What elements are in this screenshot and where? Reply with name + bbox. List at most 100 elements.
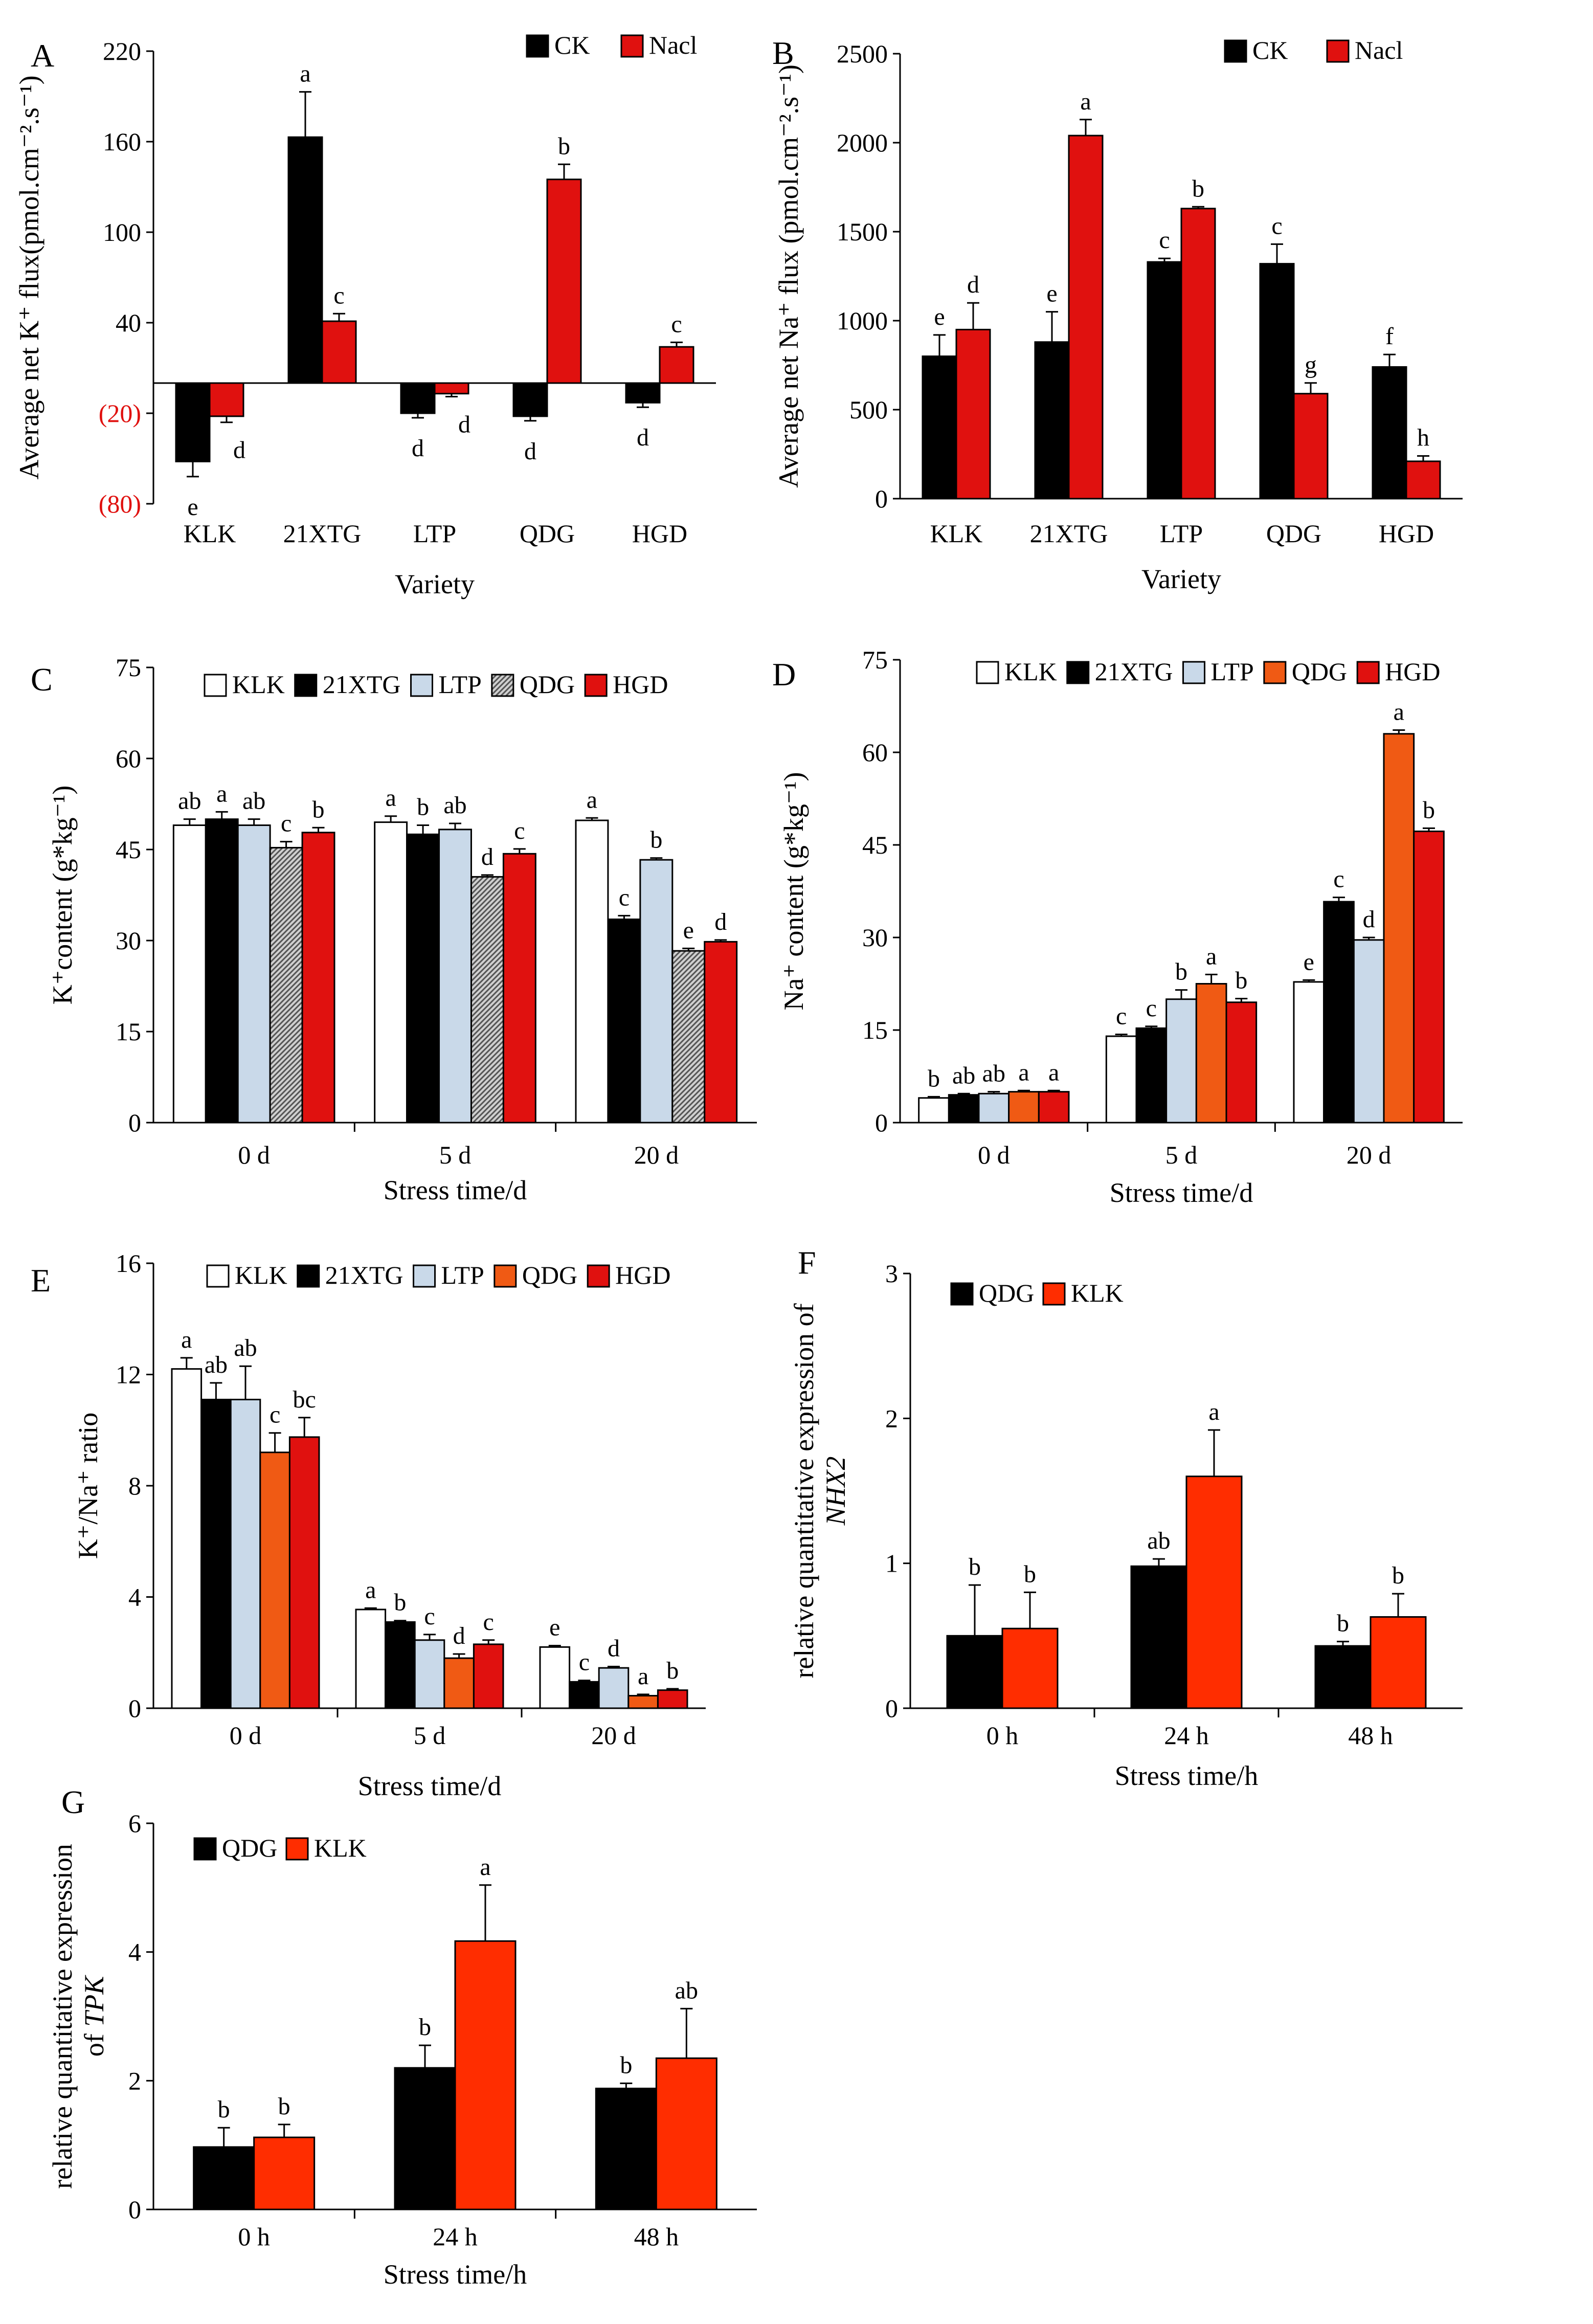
panel-label-g: G <box>61 1784 85 1820</box>
x-tick-label-d: 0 d <box>978 1141 1010 1169</box>
bar-f-qdg-1 <box>1130 1565 1187 1709</box>
x-tick-label-e: 20 d <box>591 1721 636 1750</box>
significance-letter-a: d <box>233 437 245 464</box>
significance-letter-e: bc <box>293 1386 316 1413</box>
legend-swatch-d-klk <box>976 661 999 684</box>
significance-letter-e: b <box>394 1589 406 1616</box>
bar-b-ck-4 <box>1372 366 1407 500</box>
bar-d-hgd-0 <box>1038 1091 1070 1124</box>
legend-swatch-e-klk <box>206 1264 230 1288</box>
legend-swatch-a-nacl <box>620 34 644 58</box>
x-tick-label-d: 5 d <box>1165 1141 1198 1169</box>
x-tick-label-e: 5 d <box>414 1721 446 1750</box>
significance-letter-b: f <box>1385 323 1394 350</box>
bar-d-hgd-2 <box>1413 830 1445 1124</box>
significance-letter-e: d <box>453 1622 465 1649</box>
significance-letter-g: b <box>419 2014 431 2041</box>
y-tick-label-b: 500 <box>849 395 888 424</box>
x-tick-label-c: 0 d <box>238 1141 270 1169</box>
bar-e-qdg-2 <box>627 1695 659 1709</box>
y-tick-label-a: 100 <box>103 218 141 247</box>
y-axis-gene-name-f: NHX2 <box>820 1457 851 1526</box>
significance-letter-g: b <box>218 2096 230 2123</box>
panel-label-d: D <box>772 656 796 692</box>
legend-swatch-c-21xtg <box>294 674 318 697</box>
bar-a-ck-0 <box>175 382 211 462</box>
bar-c-hgd-1 <box>502 853 536 1124</box>
y-tick-label-d: 0 <box>875 1108 888 1137</box>
bar-e-qdg-0 <box>259 1451 290 1709</box>
y-tick-label-g: 6 <box>128 1809 141 1838</box>
panel-label-a: A <box>31 37 54 74</box>
y-axis-title-line2-f: NHX2 <box>820 1457 851 1526</box>
significance-letter-b: e <box>1046 280 1057 307</box>
significance-letter-a: e <box>187 494 198 521</box>
x-tick-label-f: 48 h <box>1348 1721 1393 1750</box>
legend-swatch-e-ltp <box>413 1264 436 1288</box>
y-axis-title-b: Average net Na⁺ flux (pmol.cm⁻².s⁻¹) <box>773 64 804 488</box>
significance-letter-e: c <box>579 1649 590 1676</box>
legend-label-c-klk: KLK <box>232 670 285 699</box>
significance-letter-a: d <box>458 411 470 438</box>
legend-swatch-c-hgd <box>584 674 608 697</box>
x-tick-label-a: 21XTG <box>283 519 362 548</box>
significance-letter-a: c <box>333 282 344 309</box>
significance-letter-c: a <box>587 786 597 813</box>
legend-label-b-nacl: Nacl <box>1355 36 1403 64</box>
y-tick-label-c: 0 <box>128 1108 141 1137</box>
significance-letter-c: ab <box>443 792 466 819</box>
bar-g-qdg-0 <box>193 2146 255 2210</box>
legend-label-g-klk: KLK <box>314 1834 367 1862</box>
y-tick-label-a: (80) <box>99 489 141 518</box>
significance-letter-e: ab <box>205 1351 228 1378</box>
bar-a-nacl-2 <box>434 382 469 395</box>
significance-letter-d: b <box>928 1065 940 1092</box>
y-tick-label-a: 40 <box>116 308 141 337</box>
y-axis-title-f: relative quantitative expression ofNHX2 <box>789 1303 851 1678</box>
legend-swatch-e-21xtg <box>297 1264 320 1288</box>
y-tick-label-a: (20) <box>99 399 141 428</box>
legend-label-d-21xtg: 21XTG <box>1095 657 1173 686</box>
bar-f-qdg-0 <box>946 1635 1003 1709</box>
legend-label-d-qdg: QDG <box>1292 657 1347 686</box>
significance-letter-d: a <box>1394 699 1404 726</box>
significance-letter-b: d <box>967 271 979 298</box>
panel-label-c: C <box>31 661 53 698</box>
legend-label-f-qdg: QDG <box>979 1279 1034 1307</box>
significance-letter-b: h <box>1417 424 1429 451</box>
y-tick-label-d: 30 <box>862 923 888 952</box>
bar-g-qdg-2 <box>595 2087 657 2210</box>
significance-letter-b: a <box>1080 88 1091 115</box>
bar-e-klk-1 <box>355 1608 387 1709</box>
legend-swatch-e-qdg <box>493 1264 517 1288</box>
bar-g-klk-2 <box>655 2057 717 2210</box>
y-axis-title-e: K⁺/Na⁺ ratio <box>73 1413 103 1559</box>
bar-e-hgd-1 <box>473 1643 504 1709</box>
significance-letter-c: a <box>216 780 227 807</box>
bar-d-klk-0 <box>918 1097 950 1124</box>
bar-d-21xtg-0 <box>948 1094 980 1124</box>
significance-letter-b: e <box>934 303 945 330</box>
legend-label-d-hgd: HGD <box>1385 657 1440 686</box>
y-tick-label-a: 220 <box>103 37 141 65</box>
bar-c-ltp-0 <box>237 824 271 1124</box>
bar-d-21xtg-2 <box>1323 901 1355 1124</box>
bar-b-nacl-3 <box>1293 393 1329 500</box>
x-axis-title-a: Variety <box>395 569 475 599</box>
x-axis-title-c: Stress time/d <box>384 1175 527 1205</box>
significance-letter-d: e <box>1304 948 1314 975</box>
y-axis-title-a: Average net K⁺ flux(pmol.cm⁻².s⁻¹) <box>14 75 44 479</box>
y-tick-label-g: 4 <box>128 1938 141 1967</box>
bar-c-hgd-0 <box>301 832 335 1124</box>
bar-d-ltp-1 <box>1165 998 1197 1124</box>
y-tick-label-d: 60 <box>862 738 888 767</box>
bar-c-hgd-2 <box>704 941 738 1124</box>
legend-label-e-21xtg: 21XTG <box>325 1261 403 1289</box>
legend-swatch-b-nacl <box>1326 39 1350 63</box>
significance-letter-a: d <box>637 424 649 451</box>
legend-swatch-c-qdg <box>491 674 514 697</box>
bar-b-nacl-4 <box>1405 460 1441 500</box>
significance-letter-d: c <box>1146 995 1157 1022</box>
y-axis-title-line1-f: relative quantitative expression of <box>789 1303 819 1678</box>
